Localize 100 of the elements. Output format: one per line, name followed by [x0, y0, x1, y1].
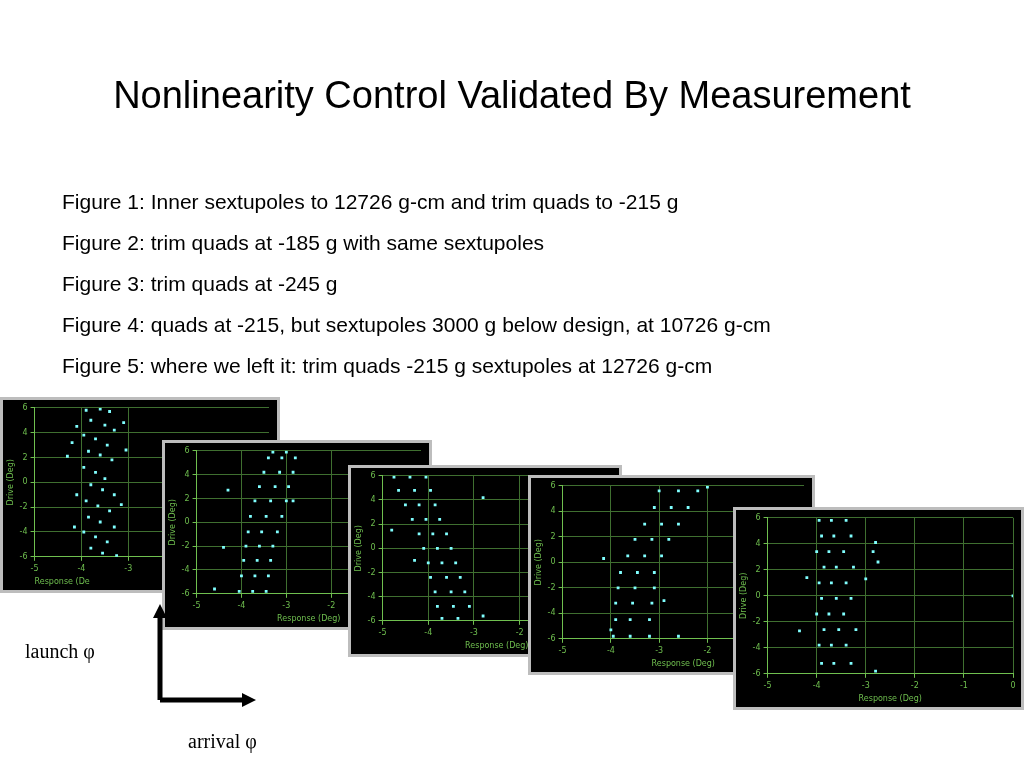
point — [431, 532, 435, 536]
point — [844, 518, 848, 522]
point — [602, 557, 606, 560]
point — [397, 488, 400, 492]
y-tick-label: -2 — [547, 582, 556, 592]
point — [829, 518, 833, 522]
point — [677, 489, 680, 493]
point — [614, 601, 618, 605]
point — [844, 581, 848, 585]
x-tick-label: -2 — [515, 627, 524, 637]
point — [677, 634, 680, 638]
point — [433, 590, 437, 594]
y-tick-label: -4 — [547, 608, 556, 618]
point — [611, 634, 615, 638]
point — [390, 528, 394, 532]
point — [404, 503, 407, 507]
y-tick-label: 6 — [184, 445, 190, 455]
x-axis-title: Response (Deg) — [858, 694, 922, 704]
y-tick-label: 4 — [184, 469, 190, 479]
point — [832, 661, 836, 665]
y-tick-label: -2 — [752, 616, 761, 626]
point — [829, 643, 833, 647]
point — [820, 661, 823, 665]
point — [417, 503, 421, 507]
y-tick-label: 0 — [22, 477, 28, 487]
point — [237, 590, 241, 593]
point — [628, 634, 632, 638]
x-tick-label: -5 — [763, 680, 772, 690]
y-tick-label: 0 — [755, 590, 761, 600]
point — [287, 485, 290, 488]
point — [255, 559, 259, 562]
point — [616, 586, 620, 590]
y-tick-label: -6 — [547, 633, 556, 643]
y-tick-label: 4 — [22, 427, 28, 437]
point — [246, 530, 250, 534]
y-tick-label: 6 — [755, 512, 761, 522]
y-axis-title: Drive (Deg) — [533, 539, 543, 586]
point — [451, 604, 455, 608]
y-axis-title: Drive (Deg) — [5, 459, 15, 506]
point — [429, 488, 432, 492]
point — [94, 470, 97, 474]
point — [874, 541, 877, 544]
point — [609, 628, 613, 632]
point — [251, 590, 255, 593]
point — [112, 428, 116, 432]
x-tick-label: -3 — [861, 680, 870, 690]
point — [65, 454, 69, 458]
point — [871, 550, 875, 554]
point — [820, 596, 823, 600]
point — [84, 408, 88, 412]
point — [467, 604, 471, 608]
caption: Figure 3: trim quads at -245 g — [62, 271, 338, 297]
x-tick-label: -2 — [327, 600, 336, 610]
point — [798, 629, 801, 633]
x-tick-label: -3 — [282, 600, 291, 610]
y-axis-title: Drive (Deg) — [167, 499, 177, 546]
point — [262, 470, 266, 474]
point — [842, 550, 846, 554]
x-tick-label: -3 — [655, 645, 664, 655]
point — [667, 537, 671, 541]
y-tick-label: -6 — [181, 588, 190, 598]
point — [426, 561, 430, 565]
point — [280, 514, 284, 518]
x-tick-label: -1 — [959, 680, 968, 690]
point — [648, 634, 651, 638]
y-tick-label: -2 — [19, 502, 28, 512]
point — [89, 418, 93, 422]
point — [75, 493, 79, 497]
point — [686, 506, 690, 509]
point — [834, 596, 838, 600]
point — [454, 561, 458, 565]
y-tick-label: 0 — [370, 543, 376, 553]
x-tick-label: -3 — [124, 563, 133, 573]
point — [105, 540, 109, 544]
point — [636, 571, 639, 574]
y-tick-label: -2 — [181, 541, 190, 551]
point — [75, 425, 79, 428]
point — [249, 514, 252, 518]
point — [273, 485, 277, 488]
point — [410, 517, 414, 521]
caption: Figure 5: where we left it: trim quads -215 g sextupoles at 12726 g-cm — [62, 353, 713, 379]
point — [652, 506, 656, 509]
point — [108, 509, 112, 513]
point — [103, 477, 107, 480]
point — [631, 601, 634, 605]
point — [458, 575, 462, 579]
point — [817, 643, 821, 647]
point — [278, 470, 282, 474]
point — [696, 489, 700, 493]
point — [815, 550, 819, 554]
text: launch φ — [25, 639, 95, 665]
point — [103, 423, 107, 427]
point — [89, 483, 93, 487]
point — [96, 504, 100, 508]
point — [445, 532, 448, 536]
point — [449, 590, 453, 594]
point — [258, 544, 261, 548]
point — [463, 590, 467, 594]
point — [449, 546, 453, 550]
point — [837, 628, 841, 632]
